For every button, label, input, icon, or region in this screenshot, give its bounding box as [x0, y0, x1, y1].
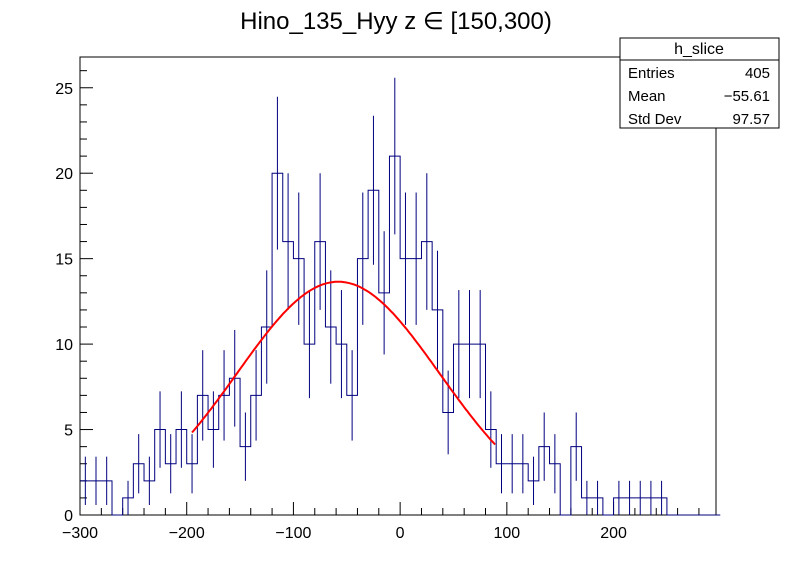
y-tick-label: 5 [64, 423, 73, 440]
y-tick-label: 0 [64, 508, 73, 525]
x-tick-label: 0 [396, 525, 405, 542]
stats-entries-value: 405 [745, 65, 770, 82]
stats-mean-label: Mean [628, 88, 666, 105]
gaussian-fit-curve [191, 280, 496, 446]
axis-tick-labels: −300 −200 −100 0 100 200 0 5 10 15 20 25 [55, 81, 627, 542]
stats-box: h_slice Entries 405 Mean −55.61 Std Dev … [619, 37, 780, 129]
histogram-outline [80, 155, 721, 516]
plot-frame [79, 56, 717, 516]
stats-mean-value: −55.61 [724, 88, 770, 105]
stats-box-title: h_slice [674, 41, 724, 58]
y-tick-label: 15 [55, 252, 73, 269]
x-tick-label: −300 [62, 525, 98, 542]
axis-ticks [79, 70, 700, 516]
x-tick-label: 100 [493, 525, 520, 542]
stats-stddev-label: Std Dev [628, 111, 682, 128]
x-tick-label: −200 [169, 525, 205, 542]
y-tick-label: 10 [55, 337, 73, 354]
y-tick-label: 25 [55, 81, 73, 98]
x-tick-label: 200 [600, 525, 627, 542]
stats-entries-label: Entries [628, 65, 675, 82]
stats-box-frame [619, 37, 780, 129]
y-tick-label: 20 [55, 166, 73, 183]
x-tick-label: −100 [275, 525, 311, 542]
stats-stddev-value: 97.57 [732, 111, 770, 128]
chart-title: Hino_135_Hyy z ∈ [150,300) [240, 8, 552, 35]
